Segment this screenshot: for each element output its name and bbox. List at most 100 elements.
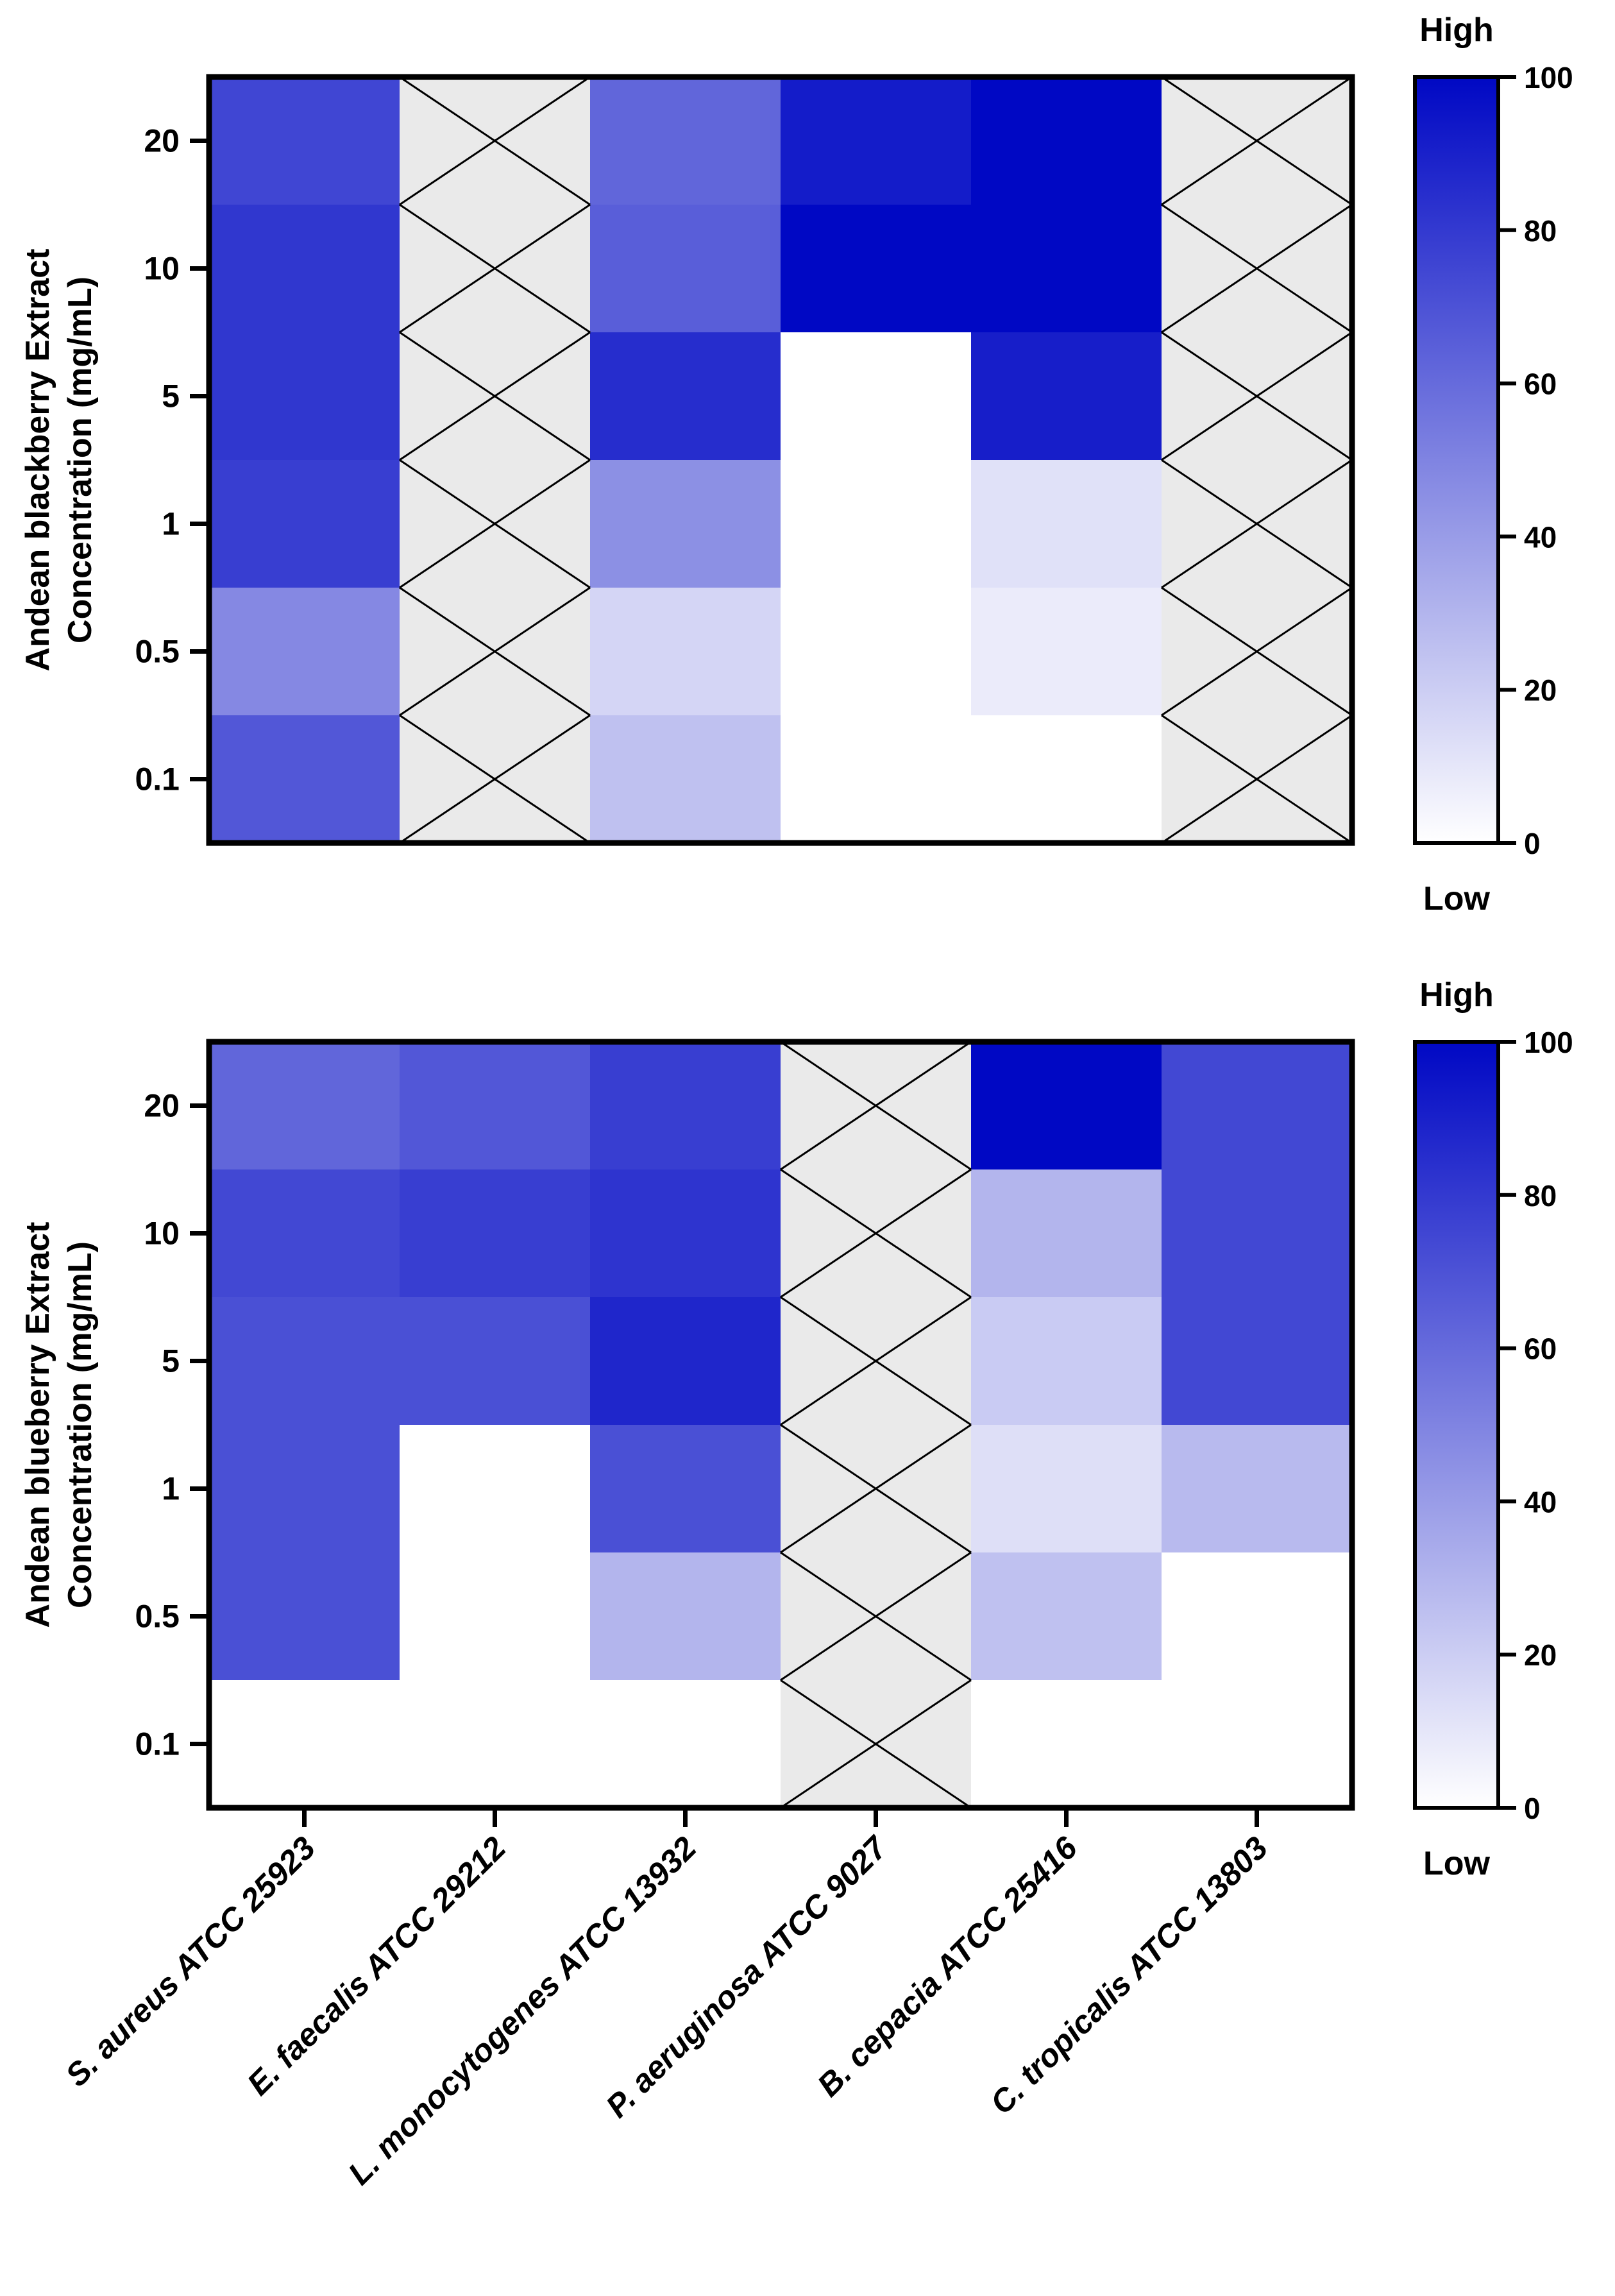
not-tested-x-mark	[1161, 586, 1353, 717]
heatmap-cell	[209, 588, 400, 716]
heatmap-cell	[781, 332, 972, 461]
heatmap-cell	[400, 1680, 591, 1808]
heatmap-cell	[590, 205, 781, 333]
not-tested-x-mark	[780, 1679, 972, 1809]
not-tested-x-mark	[780, 1296, 972, 1426]
not-tested-x-mark	[1161, 331, 1353, 461]
heatmap-cell	[400, 1425, 591, 1553]
not-tested-x-mark	[1161, 203, 1353, 334]
colorbar-tick-label: 0	[1524, 827, 1541, 860]
heatmap-cell	[209, 1297, 400, 1425]
colorbar	[1413, 1040, 1500, 1810]
not-tested-x-mark	[399, 76, 591, 206]
heatmap-cell	[971, 1169, 1162, 1298]
y-tick-label: 10	[144, 251, 180, 287]
not-tested-x-mark	[399, 714, 591, 844]
heatmap-cell	[781, 460, 972, 588]
heatmap-cell	[1162, 1680, 1353, 1808]
heatmap-cell	[590, 77, 781, 205]
y-tick-label: 20	[144, 123, 180, 159]
heatmap-cell	[209, 715, 400, 844]
y-tick-label: 5	[162, 1343, 180, 1379]
heatmap-cell	[590, 1042, 781, 1170]
y-tick-label: 0.5	[135, 1599, 180, 1635]
not-tested-x-mark	[399, 459, 591, 589]
heatmap-cell	[1162, 1297, 1353, 1425]
y-tick-label: 0.1	[135, 761, 180, 797]
heatmap-cell	[209, 1680, 400, 1808]
x-tick-label: L. monocytogenes ATCC 13932	[341, 1830, 703, 2191]
colorbar-tick-label: 80	[1524, 1179, 1557, 1212]
y-tick-label: 1	[162, 506, 180, 542]
colorbar-low-label: Low	[1423, 880, 1491, 917]
colorbar	[1413, 75, 1500, 845]
y-tick-label: 0.5	[135, 634, 180, 670]
heatmap-cell	[590, 588, 781, 716]
heatmap-cell	[590, 1425, 781, 1553]
not-tested-x-mark	[780, 1424, 972, 1554]
heatmap-cell	[781, 588, 972, 716]
colorbar-tick-label: 40	[1524, 1485, 1557, 1518]
heatmap-cell	[971, 1425, 1162, 1553]
colorbar-tick-label: 100	[1524, 61, 1573, 94]
heatmap-cell	[209, 1042, 400, 1170]
not-tested-x-mark	[1161, 714, 1353, 844]
colorbar-high-label: High	[1419, 976, 1494, 1014]
heatmap-cell	[590, 332, 781, 461]
heatmap-cell	[209, 1552, 400, 1681]
plot-frame	[206, 74, 1355, 846]
not-tested-x-mark	[399, 203, 591, 334]
not-tested-x-mark	[780, 1168, 972, 1298]
heatmap-cell	[400, 1169, 591, 1298]
y-axis-title-line1: Andean blueberry Extract	[19, 1222, 56, 1628]
heatmap-blackberry: 20 10 5 1 0.5 0.1 Andean blackberry Extract Con…	[19, 12, 1573, 917]
not-tested-x-mark	[780, 1551, 972, 1681]
heatmap-cell	[590, 1552, 781, 1681]
not-tested-x-mark	[1161, 459, 1353, 589]
heatmap-cell	[590, 1680, 781, 1808]
heatmap-cell	[971, 715, 1162, 844]
y-tick-label: 5	[162, 378, 180, 414]
colorbar-tick-label: 40	[1524, 520, 1557, 554]
heatmap-cell	[971, 77, 1162, 205]
y-axis-title-line1: Andean blackberry Extract	[19, 249, 56, 672]
heatmap-cell	[209, 332, 400, 461]
heatmap-blueberry: 20 10 5 1 0.5 0.1 Andean blueberry Extract Conc…	[19, 976, 1573, 2191]
heatmap-cell	[781, 77, 972, 205]
heatmap-cell	[1162, 1425, 1353, 1553]
heatmap-cell	[971, 332, 1162, 461]
colorbar-tick-label: 60	[1524, 1332, 1557, 1366]
heatmap-cell	[781, 715, 972, 844]
heatmap-cell	[590, 1297, 781, 1425]
heatmap-cell	[400, 1042, 591, 1170]
not-tested-x-mark	[399, 586, 591, 717]
not-tested-x-mark	[1161, 76, 1353, 206]
y-axis-title-line2: Concentration (mg/mL)	[62, 1241, 99, 1608]
heatmap-cell	[400, 1552, 591, 1681]
heatmap-cell	[590, 1169, 781, 1298]
heatmap-cell	[209, 77, 400, 205]
colorbar-tick-label: 20	[1524, 1638, 1557, 1672]
colorbar-high-label: High	[1419, 12, 1494, 49]
y-tick-label: 0.1	[135, 1726, 180, 1762]
heatmap-cell	[209, 460, 400, 588]
heatmap-cell	[971, 205, 1162, 333]
y-tick-label: 20	[144, 1088, 180, 1124]
not-tested-x-mark	[780, 1041, 972, 1171]
colorbar-tick-label: 0	[1524, 1792, 1541, 1825]
heatmap-cell	[971, 1042, 1162, 1170]
heatmap-cell	[781, 205, 972, 333]
y-tick-label: 10	[144, 1216, 180, 1252]
heatmap-cell	[400, 1297, 591, 1425]
heatmap-cell	[1162, 1552, 1353, 1681]
heatmap-cell	[209, 1425, 400, 1553]
heatmap-cell	[590, 460, 781, 588]
heatmap-cell	[590, 715, 781, 844]
y-axis-title-line2: Concentration (mg/mL)	[62, 276, 99, 643]
heatmap-cell	[971, 1680, 1162, 1808]
plot-frame	[206, 1039, 1355, 1811]
not-tested-x-mark	[399, 331, 591, 461]
colorbar-low-label: Low	[1423, 1845, 1491, 1882]
heatmap-cell	[971, 1552, 1162, 1681]
